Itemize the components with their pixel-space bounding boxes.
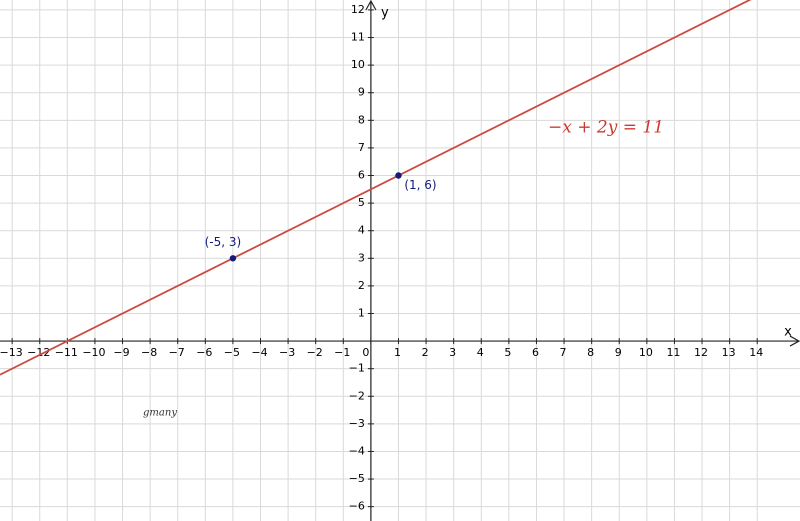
y-tick-label: 1 — [358, 306, 365, 319]
x-tick-label: −4 — [251, 346, 267, 359]
x-axis-label: x — [784, 325, 792, 340]
y-tick-label: 10 — [351, 58, 365, 71]
y-tick-label: 8 — [358, 113, 365, 126]
y-tick-label: 9 — [358, 86, 365, 99]
y-tick-label: −2 — [349, 389, 365, 402]
y-axis-label: y — [381, 6, 389, 21]
x-tick-label: 5 — [504, 346, 511, 359]
y-tick-label: 7 — [358, 141, 365, 154]
x-tick-label: −12 — [27, 346, 50, 359]
x-tick-label: −6 — [196, 346, 212, 359]
y-tick-label: −5 — [349, 472, 365, 485]
y-tick-label: −4 — [349, 444, 365, 457]
x-tick-label: 14 — [749, 346, 763, 359]
x-tick-label: −8 — [141, 346, 157, 359]
x-tick-label: −3 — [279, 346, 295, 359]
x-tick-label: 6 — [532, 346, 539, 359]
y-tick-label: −3 — [349, 417, 365, 430]
y-tick-label: 2 — [358, 279, 365, 292]
y-tick-label: −1 — [349, 362, 365, 375]
x-tick-label: 13 — [722, 346, 736, 359]
x-tick-label: 9 — [615, 346, 622, 359]
x-tick-label: 1 — [394, 346, 401, 359]
x-tick-label: −5 — [224, 346, 240, 359]
x-tick-label: 10 — [639, 346, 653, 359]
x-tick-label: −10 — [82, 346, 105, 359]
x-tick-label: 4 — [477, 346, 484, 359]
point-label: (1, 6) — [404, 178, 436, 192]
watermark: gmany — [143, 408, 177, 419]
x-tick-label: −13 — [0, 346, 23, 359]
y-tick-label: 3 — [358, 251, 365, 264]
x-tick-label: −2 — [307, 346, 323, 359]
x-tick-label: 12 — [694, 346, 708, 359]
x-tick-label: 11 — [666, 346, 680, 359]
x-axis-arrow — [789, 335, 800, 347]
x-tick-label: 2 — [422, 346, 429, 359]
y-tick-label: 5 — [358, 196, 365, 209]
x-tick-label: −7 — [169, 346, 185, 359]
x-tick-label: 3 — [449, 346, 456, 359]
x-tick-label: 7 — [560, 346, 567, 359]
y-tick-label: 12 — [351, 3, 365, 16]
line — [0, 0, 752, 376]
x-tick-label: −11 — [55, 346, 78, 359]
equation-label: −x + 2y = 11 — [548, 118, 664, 138]
x-tick-label: 8 — [587, 346, 594, 359]
x-tick-label: −9 — [113, 346, 129, 359]
y-tick-label: −6 — [349, 500, 365, 513]
x-tick-label: −1 — [334, 346, 350, 359]
y-tick-label: 4 — [358, 224, 365, 237]
y-axis-arrow — [365, 0, 377, 11]
point-label: (-5, 3) — [205, 235, 242, 249]
point — [229, 255, 237, 262]
point — [395, 172, 402, 179]
x-tick-label: 0 — [362, 346, 369, 359]
y-tick-label: 11 — [351, 31, 365, 44]
y-tick-label: 6 — [358, 169, 365, 182]
